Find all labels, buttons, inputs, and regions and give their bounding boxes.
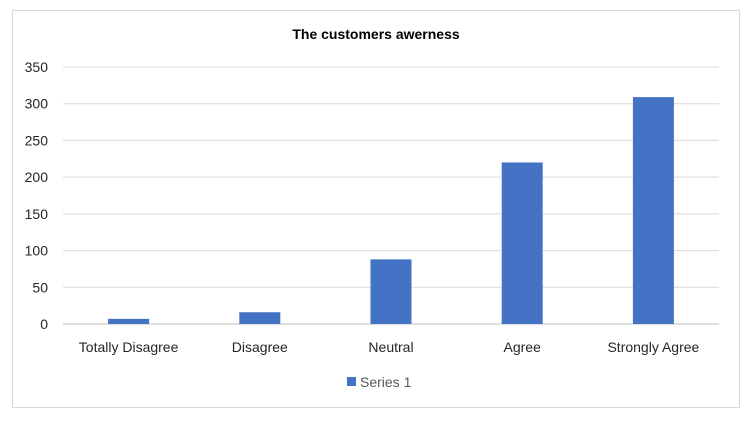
legend-label-series-1: Series 1 — [360, 374, 412, 390]
y-tick-label: 0 — [40, 316, 48, 332]
y-tick-label: 250 — [25, 132, 49, 148]
bars — [108, 97, 674, 324]
y-tick-label: 300 — [25, 96, 49, 112]
x-tick-label: Agree — [504, 339, 542, 355]
y-tick-label: 200 — [25, 169, 49, 185]
y-axis-ticks: 0 50 100 150 200 250 300 350 — [25, 59, 49, 332]
x-tick-label: Totally Disagree — [79, 339, 179, 355]
x-tick-label: Neutral — [368, 339, 413, 355]
y-tick-label: 50 — [32, 279, 48, 295]
gridlines — [63, 66, 719, 325]
x-tick-label: Disagree — [232, 339, 288, 355]
bar — [632, 97, 674, 324]
bar — [108, 318, 150, 324]
bar — [370, 259, 412, 324]
legend-swatch-series-1 — [347, 377, 356, 386]
x-tick-label: Strongly Agree — [607, 339, 699, 355]
legend: Series 1 — [347, 374, 412, 390]
bar — [501, 162, 543, 324]
y-tick-label: 150 — [25, 206, 49, 222]
chart-frame — [12, 10, 740, 408]
y-tick-label: 100 — [25, 243, 49, 259]
chart-title: The customers awerness — [292, 26, 460, 42]
bar — [239, 312, 281, 324]
x-axis-ticks: Totally Disagree Disagree Neutral Agree Stro… — [79, 339, 700, 355]
y-tick-label: 350 — [25, 59, 49, 75]
